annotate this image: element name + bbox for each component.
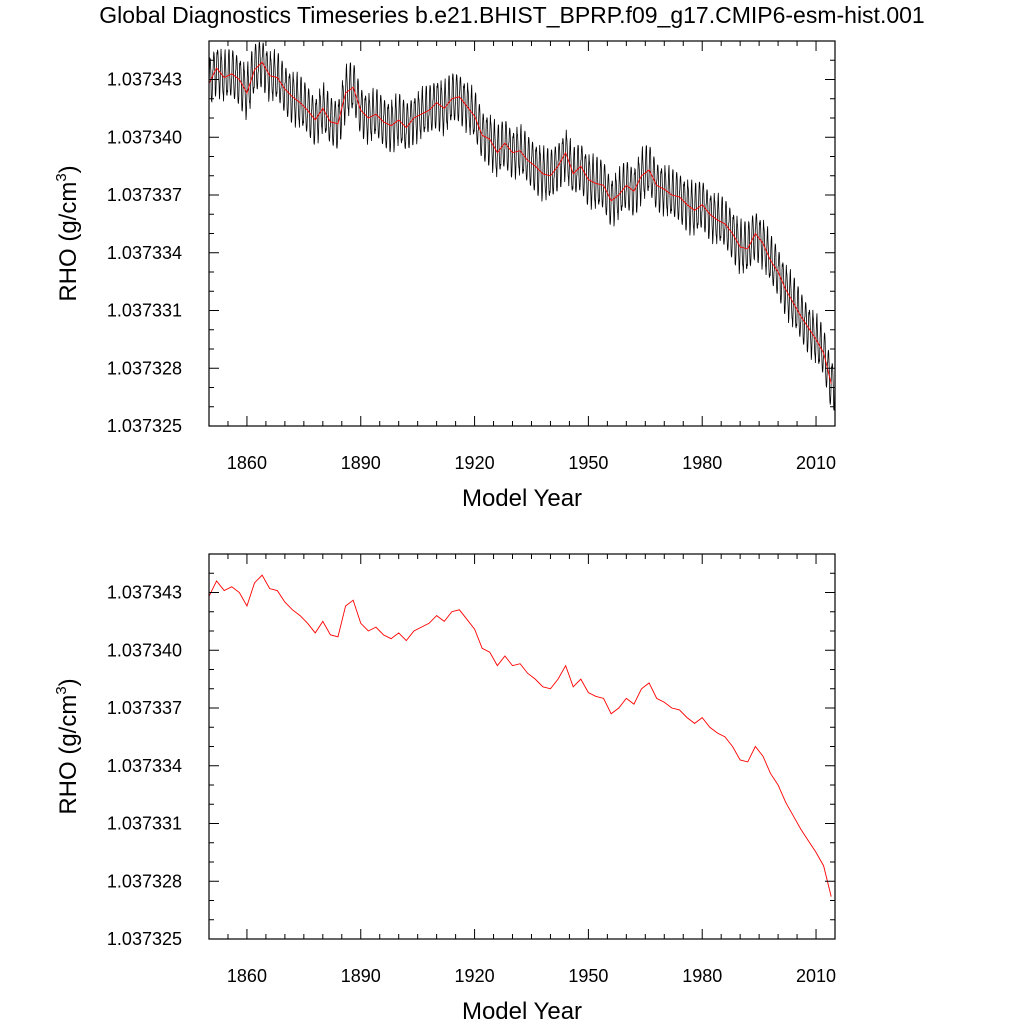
x-tick-label: 1920 [455, 966, 495, 986]
bottom-chart-annual-mean: 1860 1890 1920 1950 1980 2010 1.037325 1.037328… [53, 553, 836, 1024]
y-tick-label: 1.037325 [107, 929, 182, 949]
y-tick-label: 1.037343 [107, 583, 182, 603]
y-tick-label: 1.037331 [107, 301, 182, 321]
x-axis-label: Model Year [462, 998, 582, 1024]
x-tick-label: 1860 [227, 453, 267, 473]
x-tick-label: 1980 [682, 453, 722, 473]
figure-title: Global Diagnostics Timeseries b.e21.BHIS… [99, 2, 925, 28]
x-tick-label: 1890 [341, 453, 381, 473]
x-tick-label: 1980 [682, 966, 722, 986]
y-tick-label: 1.037340 [107, 127, 182, 147]
x-tick-label: 1950 [568, 966, 608, 986]
y-tick-label: 1.037343 [107, 70, 182, 90]
plot-frame [208, 553, 836, 940]
y-tick-label: 1.037337 [107, 698, 182, 718]
y-tick-label: 1.037334 [107, 243, 182, 263]
y-tick-label: 1.037328 [107, 358, 182, 378]
monthly-series-line [208, 41, 836, 411]
y-tick-label: 1.037340 [107, 640, 182, 660]
x-tick-label: 1920 [455, 453, 495, 473]
y-axis-label: RHO (g/cm3) [53, 678, 82, 814]
x-tick-label: 1860 [227, 966, 267, 986]
y-tick-label: 1.037328 [107, 871, 182, 891]
x-tick-label: 2010 [796, 453, 836, 473]
y-tick-label: 1.037334 [107, 756, 182, 776]
x-axis-label: Model Year [462, 485, 582, 512]
annual-mean-series-line [208, 574, 832, 897]
annual-mean-series-line [208, 61, 832, 384]
y-tick-label: 1.037337 [107, 185, 182, 205]
top-chart-monthly-and-annual: 1860 1890 1920 1950 1980 2010 1.037325 1.037328… [53, 40, 836, 512]
y-tick-label: 1.037331 [107, 814, 182, 834]
y-tick-label: 1.037325 [107, 416, 182, 436]
x-tick-label: 2010 [796, 966, 836, 986]
y-axis-label: RHO (g/cm3) [53, 165, 82, 301]
x-tick-label: 1890 [341, 966, 381, 986]
x-tick-label: 1950 [568, 453, 608, 473]
